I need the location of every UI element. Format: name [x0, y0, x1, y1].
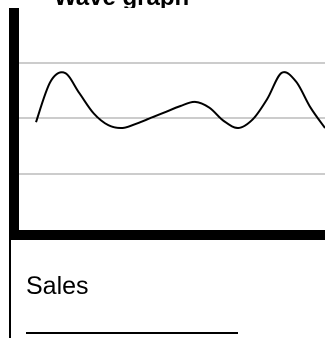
line-chart	[9, 8, 325, 240]
sales-label: Sales	[26, 272, 89, 300]
sales-input-underline[interactable]	[26, 332, 238, 334]
line-chart-plot	[19, 62, 325, 175]
graph-title: Wave graph	[54, 0, 189, 8]
series-line	[35, 71, 325, 130]
sales-field[interactable]: Sales	[26, 272, 242, 334]
left-divider	[9, 240, 11, 338]
graph-title-strip: Wave graph	[0, 0, 325, 8]
